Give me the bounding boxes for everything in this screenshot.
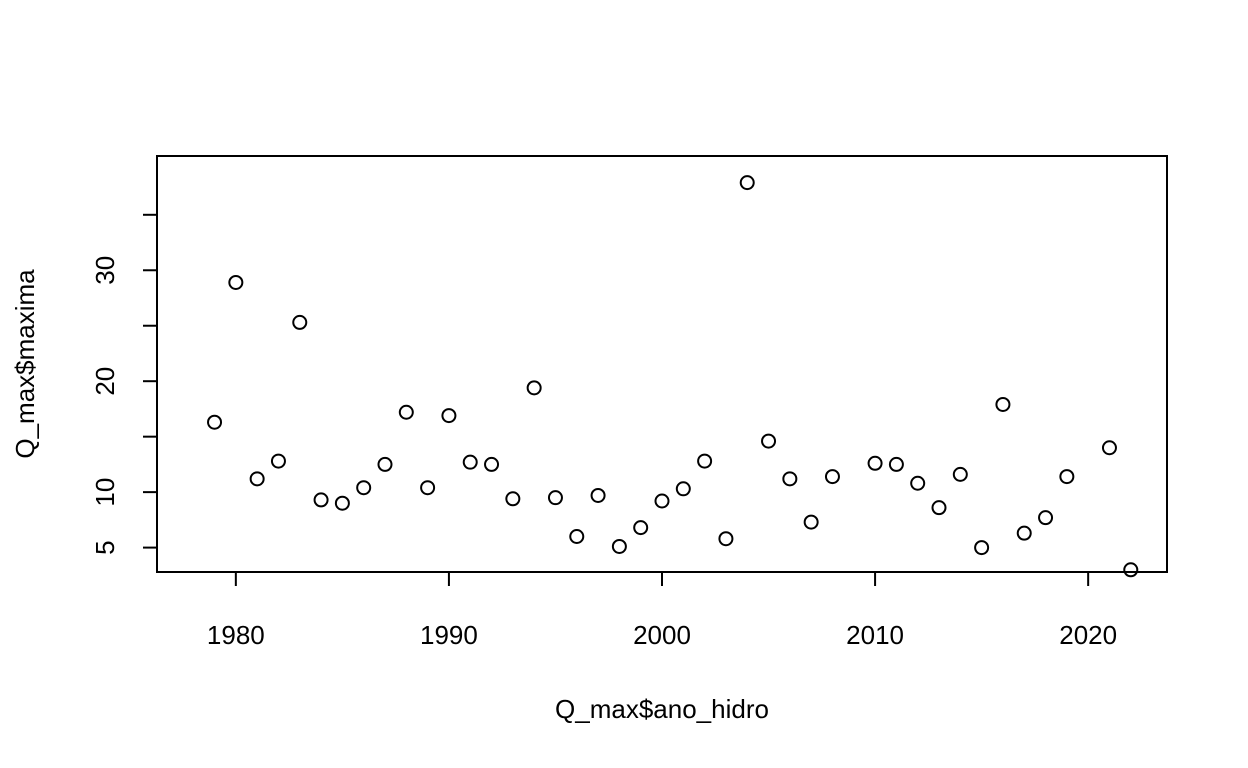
- data-point: [334, 495, 350, 511]
- y-axis: 5 10 20 30: [90, 213, 158, 555]
- y-tick-label: 10: [90, 478, 120, 507]
- data-point: [761, 433, 777, 449]
- data-point: [995, 396, 1011, 412]
- data-point: [633, 520, 649, 536]
- data-point: [611, 538, 627, 554]
- data-point: [952, 466, 968, 482]
- data-point: [1123, 562, 1139, 578]
- data-point: [462, 454, 478, 470]
- data-point: [505, 491, 521, 507]
- data-point: [1016, 525, 1032, 541]
- data-point: [484, 456, 500, 472]
- x-tick-label: 2000: [633, 620, 691, 650]
- data-point: [974, 540, 990, 556]
- y-tick-label: 20: [90, 367, 120, 396]
- data-point: [1059, 469, 1075, 485]
- data-point: [718, 531, 734, 547]
- data-point: [1101, 440, 1117, 456]
- data-point: [910, 475, 926, 491]
- data-point: [888, 456, 904, 472]
- data-point: [803, 514, 819, 530]
- data-point: [398, 404, 414, 420]
- x-tick-label: 2020: [1059, 620, 1117, 650]
- data-point: [420, 480, 436, 496]
- plot-box: [156, 155, 1168, 573]
- data-point: [697, 453, 713, 469]
- y-tick-label: 5: [90, 540, 120, 554]
- data-point: [569, 529, 585, 545]
- data-point: [739, 175, 755, 191]
- data-point: [824, 469, 840, 485]
- data-point: [441, 408, 457, 424]
- data-point: [867, 455, 883, 471]
- data-point: [590, 487, 606, 503]
- data-point: [356, 480, 372, 496]
- x-tick-label: 2010: [846, 620, 904, 650]
- data-point: [313, 492, 329, 508]
- x-tick-label: 1980: [207, 620, 265, 650]
- data-point: [654, 493, 670, 509]
- data-point: [931, 500, 947, 516]
- data-point: [1038, 510, 1054, 526]
- data-point: [675, 481, 691, 497]
- x-axis-title: Q_max$ano_hidro: [555, 694, 769, 724]
- data-point: [782, 471, 798, 487]
- x-axis: 1980 1990 2000 2010 2020: [207, 571, 1117, 650]
- y-tick-label: 30: [90, 256, 120, 285]
- data-point: [207, 414, 223, 430]
- data-point: [249, 471, 265, 487]
- data-point: [228, 274, 244, 290]
- x-tick-label: 1990: [420, 620, 478, 650]
- y-axis-title: Q_max$maxima: [10, 269, 40, 459]
- data-point: [547, 490, 563, 506]
- data-point: [526, 380, 542, 396]
- data-point: [292, 314, 308, 330]
- data-points: [207, 175, 1139, 578]
- data-point: [270, 453, 286, 469]
- data-point: [377, 456, 393, 472]
